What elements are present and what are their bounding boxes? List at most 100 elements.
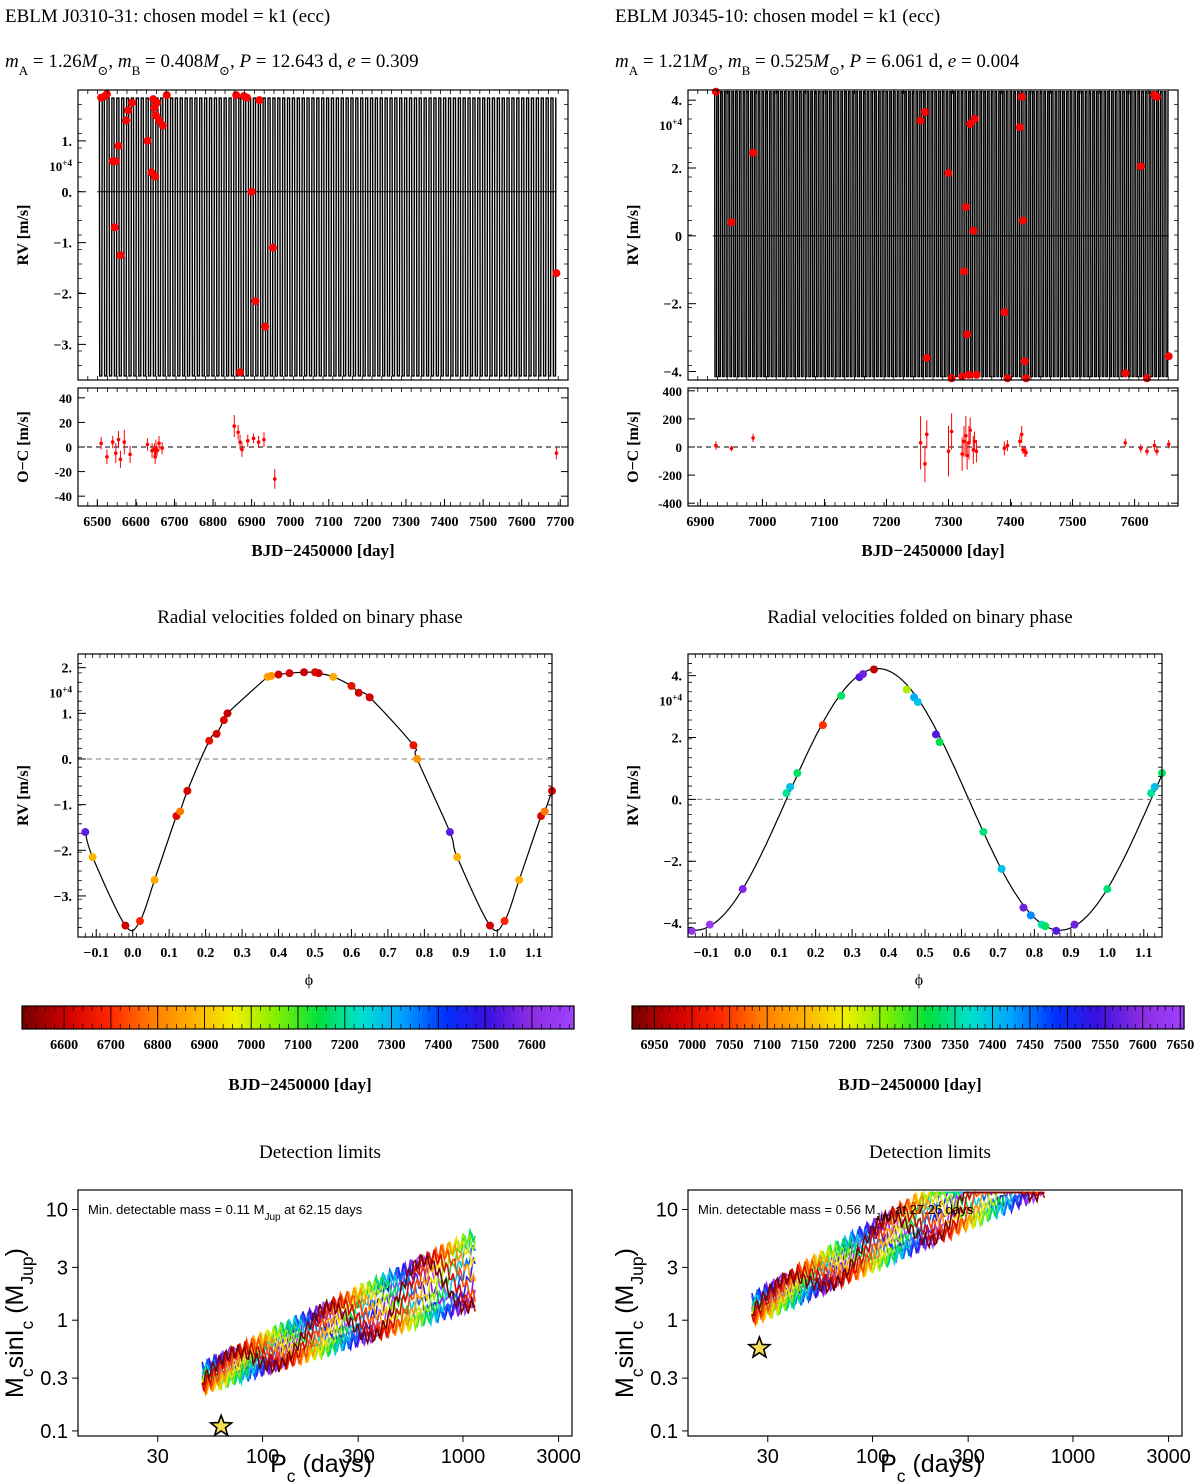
oc-data-point — [1019, 432, 1024, 437]
y-multiplier: 10+4 — [659, 117, 682, 133]
colorbar-segment — [247, 1006, 253, 1029]
rv-data-point — [969, 226, 978, 235]
colorbar-segment — [560, 1006, 566, 1029]
rv-data-point — [727, 218, 736, 227]
colorbar-segment — [664, 1006, 670, 1029]
colorbar-tick-label: 7200 — [331, 1038, 359, 1053]
rv-data-point — [1022, 374, 1031, 383]
colorbar-segment — [885, 1006, 891, 1029]
rv-data-point — [232, 91, 241, 100]
oc-residuals-plot: -400 -200 0 200 400 6900 7000 7100 7200 7300 7400 7… — [625, 384, 1179, 560]
colorbar-segment — [645, 1006, 651, 1029]
rv-data-point — [1164, 352, 1173, 361]
colorbar-segment — [1000, 1006, 1006, 1029]
colorbar-segment — [668, 1006, 674, 1029]
oc-data-point — [1145, 449, 1149, 454]
x-axis-label: ϕ — [915, 972, 923, 989]
oc-data-point — [1138, 446, 1143, 451]
colorbar-segment — [747, 1006, 753, 1029]
y-tick-label: 40 — [59, 391, 72, 406]
colorbar-segment — [825, 1006, 831, 1029]
colorbar-segment — [316, 1006, 322, 1029]
folded-data-point — [354, 688, 363, 697]
oc-data-point — [128, 452, 132, 457]
colorbar-segment — [555, 1006, 561, 1029]
colorbar-tick-label: 7600 — [1129, 1038, 1157, 1053]
oc-data-point — [946, 449, 951, 454]
rv-data-point — [158, 121, 167, 130]
folded-rv-plot: Radial velocities folded on binary phase… — [625, 607, 1166, 989]
y-tick-label: 400 — [663, 384, 683, 399]
oc-data-point — [157, 441, 161, 446]
colorbar-segment — [682, 1006, 688, 1029]
colorbar-segment — [238, 1006, 244, 1029]
y-tick-label: 0.1 — [40, 1421, 68, 1443]
colorbar-segment — [659, 1006, 665, 1029]
folded-frame — [687, 653, 1163, 938]
colorbar-segment — [35, 1006, 41, 1029]
oc-data-point — [232, 424, 237, 428]
y-tick-label: 3 — [667, 1257, 678, 1279]
folded-data-point — [1019, 903, 1028, 912]
y-multiplier: 10+4 — [659, 693, 682, 709]
colorbar-segment — [169, 1006, 175, 1029]
rv-data-point — [236, 368, 245, 377]
y-tick-label: 0 — [66, 440, 73, 455]
oc-data-point — [256, 440, 261, 444]
folded-data-point — [267, 671, 276, 680]
colorbar-segment — [908, 1006, 914, 1029]
detection-title: Detection limits — [259, 1142, 381, 1163]
colorbar-segment — [880, 1006, 886, 1029]
colorbar-segment — [1004, 1006, 1010, 1029]
x-tick-label: −0.1 — [83, 946, 108, 961]
rv-data-point — [711, 87, 720, 96]
y-tick-label: −1. — [54, 799, 72, 814]
colorbar-segment — [91, 1006, 97, 1029]
x-tick-label: 0.8 — [1026, 946, 1044, 961]
min-mass-star-icon — [208, 1413, 234, 1438]
oc-data-point — [155, 448, 159, 453]
y-tick-label: −2. — [664, 298, 682, 313]
colorbar-segment — [1174, 1006, 1180, 1029]
colorbar-segment — [242, 1006, 248, 1029]
y-tick-label: 0 — [676, 440, 683, 455]
colorbar-tick-label: 7100 — [284, 1038, 312, 1053]
colorbar-segment — [445, 1006, 451, 1029]
colorbar-segment — [678, 1006, 684, 1029]
rv-data-point — [1142, 374, 1151, 383]
oc-data-point — [1123, 440, 1128, 445]
folded-data-point — [453, 853, 462, 862]
colorbar-segment — [252, 1006, 258, 1029]
detection-frame — [687, 1189, 1183, 1437]
rv-data-point — [151, 172, 160, 181]
oc-data-point — [1005, 443, 1010, 448]
colorbar-segment — [219, 1006, 225, 1029]
folded-data-point — [818, 721, 827, 730]
y-tick-label: 0. — [672, 793, 683, 808]
colorbar-segment — [86, 1006, 92, 1029]
folded-data-point — [285, 669, 294, 678]
colorbar-segment — [990, 1006, 996, 1029]
oc-residuals-plot: -40 -20 0 20 40 6500 6600 6700 6800 6900 7000 7100 7… — [15, 387, 574, 560]
colorbar-segment — [114, 1006, 120, 1029]
colorbar-tick-label: 6800 — [144, 1038, 172, 1053]
oc-data-point — [122, 440, 127, 444]
folded-data-point — [1026, 911, 1035, 920]
x-tick-label: −0.1 — [693, 946, 718, 961]
colorbar-segment — [1161, 1006, 1167, 1029]
colorbar-segment — [413, 1006, 419, 1029]
colorbar-segment — [164, 1006, 170, 1029]
colorbar-segment — [829, 1006, 835, 1029]
colorbar-segment — [751, 1006, 757, 1029]
x-tick-label: 6900 — [238, 515, 266, 530]
y-tick-label: −2. — [54, 288, 72, 303]
colorbar-segment — [806, 1006, 812, 1029]
colorbar-segment — [931, 1006, 937, 1029]
colorbar-segment — [528, 1006, 534, 1029]
colorbar-tick-label: 7250 — [866, 1038, 894, 1053]
x-tick-label: 0.9 — [452, 946, 470, 961]
colorbar-tick-label: 7500 — [1054, 1038, 1082, 1053]
colorbar-segment — [399, 1006, 405, 1029]
minor-y-ticks — [688, 663, 1162, 928]
rv-model-curve — [712, 91, 1169, 378]
